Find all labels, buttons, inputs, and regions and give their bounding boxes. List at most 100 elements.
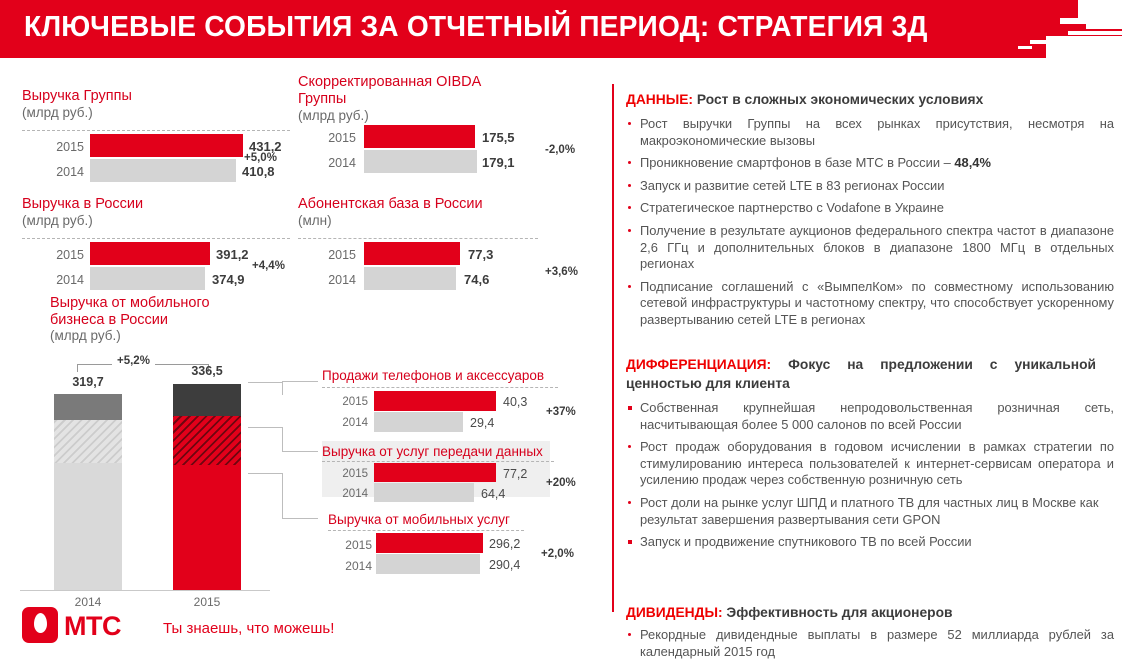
chart-title: Выручка Группы [22, 88, 132, 104]
stack-segment-phone-sales-2014 [54, 394, 122, 420]
section-title: Фокус на предложении с уникальной ценнос… [626, 357, 1096, 391]
bar-2014 [90, 159, 236, 182]
logo-text: МТС [64, 611, 121, 641]
section-bullets-data: Рост выручки Группы на всех рынках прису… [626, 116, 1114, 335]
bar-2015 [90, 134, 243, 157]
bar-value-2015: 40,3 [503, 395, 528, 409]
bullet-item: Подписание соглашений с «ВымпелКом» по с… [626, 279, 1114, 329]
chart-title: Скорректированная OIBDA Группы [298, 74, 481, 107]
stack-total-2014: 319,7 [72, 375, 104, 389]
chart-revenue-group: Выручка Группы (млрд руб.) 2015 431,2 20… [22, 88, 290, 182]
divider [328, 530, 524, 531]
stack-axis-label-2014: 2014 [74, 595, 102, 609]
bar-2014 [374, 412, 463, 432]
bar-2014 [374, 483, 474, 502]
stack-segment-mobile-services-2014 [54, 463, 122, 590]
chart-title: Выручка от мобильного бизнеса в России [50, 295, 210, 328]
bar-value-2014: 74,6 [464, 272, 490, 287]
section-heading-data: ДАННЫЕ: Рост в сложных экономических усл… [626, 90, 1112, 109]
section-key: ДИВИДЕНДЫ: [626, 605, 723, 620]
page-header: КЛЮЧЕВЫЕ СОБЫТИЯ ЗА ОТЧЕТНЫЙ ПЕРИОД: СТР… [0, 0, 1122, 58]
tagline: Ты знаешь, что можешь! [163, 620, 335, 637]
connector-mobile-services-2 [282, 518, 318, 520]
connector-data-services-2 [282, 451, 318, 453]
brush-texture-6 [1030, 40, 1052, 44]
bar-2015 [374, 463, 496, 482]
chart-data-services: Выручка от услуг передачи данных 2015 77… [322, 444, 592, 506]
chart-oibda-group: Скорректированная OIBDA Группы (млрд руб… [298, 74, 588, 179]
chart-mobile-business-russia-title: Выручка от мобильного бизнеса в России (… [50, 295, 290, 344]
mts-logo [22, 607, 58, 643]
divider [322, 387, 558, 388]
bar-year-label: 2014 [342, 417, 368, 429]
bar-value-2015: 77,2 [503, 467, 528, 481]
bullet-item: Рост доли на рынке услуг ШПД и платного … [626, 495, 1114, 528]
brush-texture-4 [1068, 31, 1122, 35]
chart-revenue-russia: Выручка в России (млрд руб.) 2015 391,2 … [22, 196, 290, 290]
section-key: ДИФФЕРЕНЦИАЦИЯ: [626, 357, 772, 372]
bullet-item: Стратегическое партнерство с Vodafone в … [626, 200, 1114, 217]
bar-value-2015: 296,2 [489, 537, 521, 551]
bar-value-2015: 431,2 [249, 139, 282, 154]
bar-year-label: 2015 [345, 538, 372, 552]
delta-badge: +20% [546, 477, 576, 489]
bullet-item: Проникновение смартфонов в базе МТС в Ро… [626, 155, 1114, 172]
chart-subscriber-base: Абонентская база в России (млн) 2015 77,… [298, 196, 588, 290]
bar-year-label: 2014 [56, 165, 84, 179]
stack-axis-label-2015: 2015 [193, 595, 221, 609]
bar-value-2015: 391,2 [216, 247, 249, 262]
bar-2015 [364, 125, 475, 148]
bar-year-label: 2015 [342, 468, 368, 480]
bar-value-2014: 179,1 [482, 155, 515, 170]
chart-phone-sales: Продажи телефонов и аксессуаров 2015 40,… [322, 368, 592, 436]
bar-value-2014: 410,8 [242, 164, 275, 179]
bar-2014 [364, 150, 477, 173]
stack-segment-phone-sales-2015 [173, 384, 241, 416]
bar-year-label: 2015 [328, 131, 356, 145]
brush-texture-1 [1078, 0, 1122, 18]
chart-mobile-business-russia: +5,2% 319,7 2014 336,5 2015 [20, 355, 300, 620]
brush-texture-7 [1018, 46, 1032, 49]
bar-2014 [364, 267, 456, 290]
bullet-item: Запуск и продвижение спутникового ТВ по … [626, 534, 1114, 551]
bar-year-label: 2015 [56, 248, 84, 262]
bar-year-label: 2014 [345, 559, 372, 573]
stack-segment-data-services-2015 [173, 416, 241, 465]
bullet-item: Собственная крупнейшая непродовольственн… [626, 400, 1114, 433]
divider [22, 238, 290, 239]
bar-year-label: 2015 [56, 140, 84, 154]
bar-value-2015: 77,3 [468, 247, 494, 262]
delta-badge: -2,0% [545, 144, 576, 156]
delta-badge: +3,6% [545, 266, 578, 278]
section-bullets-dividends: Рекордные дивидендные выплаты в размере … [626, 627, 1114, 666]
bar-2014 [90, 267, 205, 290]
logo-egg-icon [34, 613, 47, 633]
chart-unit: (млрд руб.) [22, 104, 93, 120]
bar-value-2014: 29,4 [470, 416, 495, 430]
bullet-item: Рост выручки Группы на всех рынках прису… [626, 116, 1114, 149]
section-heading-dividends: ДИВИДЕНДЫ: Эффективность для акционеров [626, 603, 1112, 622]
bullet-item: Запуск и развитие сетей LTE в 83 региона… [626, 178, 1114, 195]
section-key: ДАННЫЕ: [626, 92, 694, 107]
page-title: КЛЮЧЕВЫЕ СОБЫТИЯ ЗА ОТЧЕТНЫЙ ПЕРИОД: СТР… [24, 11, 928, 43]
stack-segment-mobile-services-2015 [173, 465, 241, 590]
bullet-item: Получение в результате аукционов федерал… [626, 223, 1114, 273]
highlights-panel: ДАННЫЕ: Рост в сложных экономических усл… [612, 84, 1114, 659]
bar-2014 [376, 554, 480, 574]
divider [298, 238, 538, 239]
stack-total-2015: 336,5 [191, 364, 223, 378]
chart-mobile-services: Выручка от мобильных услуг 2015 296,2 20… [328, 512, 598, 578]
delta-badge: +4,4% [252, 260, 285, 272]
chart-title: Выручка от мобильных услуг [328, 512, 510, 527]
bar-2015 [376, 533, 483, 553]
bar-year-label: 2014 [342, 488, 368, 500]
chart-unit: (млн) [298, 212, 332, 228]
chart-unit: (млрд руб.) [22, 212, 93, 228]
bar-2015 [90, 242, 210, 265]
connector-phone-sales [248, 382, 283, 395]
section-title: Эффективность для акционеров [722, 605, 953, 620]
connector-data-services [248, 427, 283, 452]
panel-accent-rail [612, 84, 614, 612]
bullet-item: Рост продаж оборудования в годовом исчис… [626, 439, 1114, 489]
stack-baseline [20, 590, 270, 591]
